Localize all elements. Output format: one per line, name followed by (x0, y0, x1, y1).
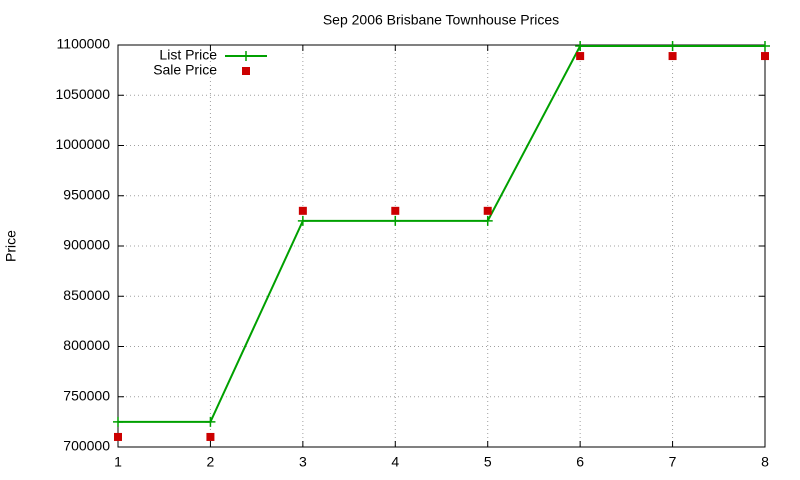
x-tick-label: 6 (576, 454, 584, 470)
y-tick-label: 900000 (63, 237, 110, 253)
chart-title: Sep 2006 Brisbane Townhouse Prices (323, 12, 559, 28)
x-tick-label: 5 (484, 454, 492, 470)
y-tick-label: 850000 (63, 287, 110, 303)
data-point (114, 432, 122, 441)
x-tick-label: 3 (299, 454, 307, 470)
x-tick-label: 8 (761, 454, 769, 470)
data-point (205, 416, 216, 427)
plot-border (117, 44, 766, 448)
y-tick-label: 750000 (63, 387, 110, 403)
y-tick-label: 1100000 (57, 36, 111, 52)
y-axis-label: Price (3, 230, 19, 262)
x-tick-label: 2 (207, 454, 215, 470)
x-tick-label: 1 (114, 454, 122, 470)
legend-marker (241, 51, 251, 61)
legend-label: Sale Price (153, 62, 217, 78)
data-point (482, 215, 493, 226)
data-point (483, 206, 492, 215)
legend-marker (242, 67, 250, 75)
y-tick-label: 700000 (63, 438, 110, 454)
data-point (297, 215, 308, 226)
data-point (576, 52, 585, 61)
y-tick-label: 950000 (63, 186, 110, 202)
x-tick-label: 4 (391, 454, 399, 470)
legend-label: List Price (159, 47, 217, 63)
y-tick-label: 1050000 (55, 86, 110, 102)
series-line (118, 45, 765, 423)
data-point (113, 416, 123, 427)
y-tick-label: 1000000 (55, 136, 110, 152)
data-point (668, 52, 677, 61)
y-tick-label: 800000 (63, 337, 110, 353)
data-point (390, 215, 401, 226)
data-point (760, 41, 770, 52)
data-point (667, 41, 678, 52)
data-point (761, 52, 769, 61)
x-tick-label: 7 (669, 454, 677, 470)
data-point (298, 206, 307, 215)
data-point (575, 41, 586, 52)
data-point (391, 206, 400, 215)
data-point (206, 432, 215, 441)
